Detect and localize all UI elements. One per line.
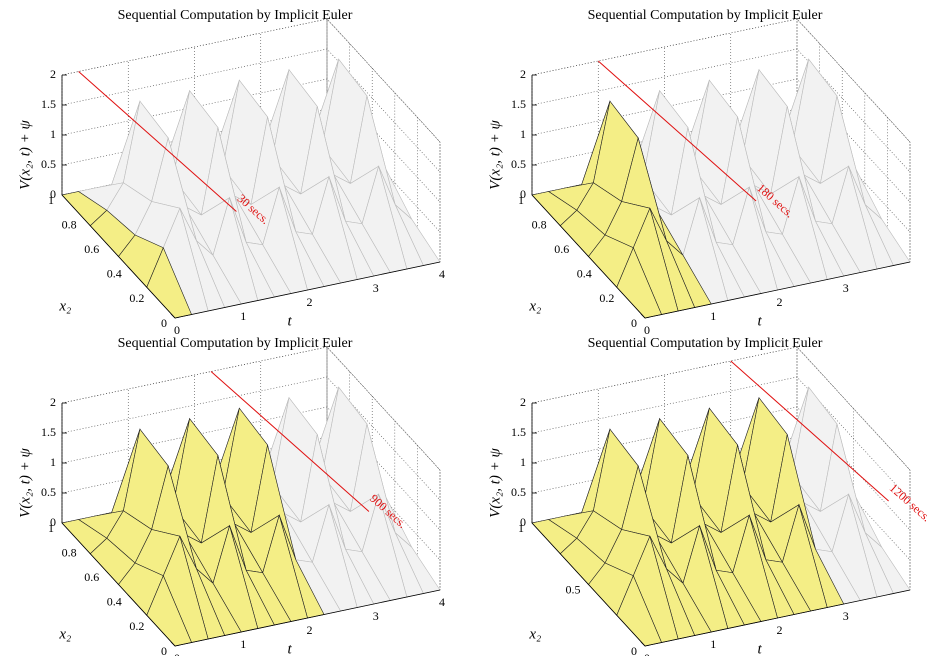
y-axis-label: x₂ <box>528 298 541 314</box>
progress-marker <box>210 371 370 512</box>
y-tick-label: 0 <box>161 644 167 656</box>
y-tick-label: 0.2 <box>599 291 614 305</box>
z-axis-label: V(x₂, t) + ψ <box>17 448 33 518</box>
box-edge <box>326 346 441 471</box>
box-edge <box>326 18 441 143</box>
z-tick-label: 1 <box>50 455 56 469</box>
x-axis-label: t <box>758 641 763 656</box>
y-tick-label: 1 <box>518 193 524 207</box>
axis-line <box>61 522 176 647</box>
axis-line <box>644 589 911 647</box>
y-tick-label: 0 <box>631 644 637 656</box>
z-tick-label: 1.5 <box>41 425 56 439</box>
chart-title: Sequential Computation by Implicit Euler <box>118 8 353 23</box>
y-tick-label: 0.6 <box>554 242 569 256</box>
z-tick-label: 0.5 <box>511 157 526 171</box>
x-tick-label: 3 <box>843 281 849 295</box>
surface-chart: Sequential Computation by Implicit Euler… <box>487 8 911 337</box>
y-axis-label: x₂ <box>58 298 71 314</box>
x-tick-label: 2 <box>307 623 313 637</box>
surface-chart: Sequential Computation by Implicit Euler… <box>17 8 445 337</box>
axis-line <box>644 261 911 319</box>
z-tick-label: 0.5 <box>41 485 56 499</box>
x-tick-label: 0 <box>644 651 650 656</box>
y-tick-label: 0.4 <box>107 595 122 609</box>
axis-line <box>174 589 441 647</box>
z-tick-label: 0 <box>50 187 56 201</box>
x-tick-label: 2 <box>777 623 783 637</box>
x-axis-label: t <box>758 313 763 329</box>
y-axis-label: x₂ <box>528 626 541 642</box>
box-edge <box>796 18 911 143</box>
y-axis-label: x₂ <box>58 626 71 642</box>
z-tick-label: 2 <box>520 395 526 409</box>
chart-title: Sequential Computation by Implicit Euler <box>588 8 823 23</box>
surface-chart: Sequential Computation by Implicit Euler… <box>17 336 445 656</box>
y-tick-label: 0.8 <box>62 217 77 231</box>
axis-line <box>531 522 646 647</box>
y-tick-label: 0.8 <box>532 217 547 231</box>
z-tick-label: 0.5 <box>41 157 56 171</box>
z-tick-label: 1.5 <box>511 97 526 111</box>
y-tick-label: 0.4 <box>107 267 122 281</box>
x-tick-label: 1 <box>710 309 716 323</box>
x-tick-label: 0 <box>174 323 180 337</box>
z-axis-label: V(x₂, t) + ψ <box>17 120 33 190</box>
x-tick-label: 1 <box>240 637 246 651</box>
box-edge <box>796 346 911 471</box>
y-tick-label: 0.2 <box>129 291 144 305</box>
z-tick-label: 1 <box>520 127 526 141</box>
z-tick-label: 1.5 <box>511 425 526 439</box>
progress-marker <box>78 71 237 212</box>
z-tick-label: 0 <box>520 187 526 201</box>
chart-title: Sequential Computation by Implicit Euler <box>588 336 823 351</box>
z-tick-label: 2 <box>520 67 526 81</box>
y-tick-label: 0.6 <box>84 570 99 584</box>
x-tick-label: 3 <box>843 609 849 623</box>
z-tick-label: 1 <box>520 455 526 469</box>
z-axis-label: V(x₂, t) + ψ <box>487 448 503 518</box>
x-axis-label: t <box>288 313 293 329</box>
z-tick-label: 1.5 <box>41 97 56 111</box>
axis-line <box>61 194 176 319</box>
y-tick-label: 0.6 <box>84 242 99 256</box>
y-tick-label: 0.4 <box>577 267 592 281</box>
x-tick-label: 2 <box>307 295 313 309</box>
z-tick-label: 2 <box>50 395 56 409</box>
progress-marker <box>597 60 757 202</box>
y-tick-label: 0 <box>161 316 167 330</box>
x-tick-label: 3 <box>373 281 379 295</box>
z-tick-label: 0.5 <box>511 485 526 499</box>
y-tick-label: 0.8 <box>62 545 77 559</box>
z-tick-label: 1 <box>50 127 56 141</box>
z-tick-label: 0 <box>520 515 526 529</box>
y-tick-label: 1 <box>48 521 54 535</box>
x-tick-label: 3 <box>373 609 379 623</box>
y-tick-label: 1 <box>518 521 524 535</box>
y-tick-label: 1 <box>48 193 54 207</box>
x-tick-label: 1 <box>240 309 246 323</box>
axis-line <box>174 261 441 319</box>
y-tick-label: 0.2 <box>129 619 144 633</box>
axis-line <box>531 194 646 319</box>
x-tick-label: 4 <box>439 267 445 281</box>
y-tick-label: 0 <box>631 316 637 330</box>
chart-title: Sequential Computation by Implicit Euler <box>118 336 353 351</box>
x-tick-label: 1 <box>710 637 716 651</box>
z-axis-label: V(x₂, t) + ψ <box>487 120 503 190</box>
x-tick-label: 4 <box>439 595 445 609</box>
x-tick-label: 2 <box>777 295 783 309</box>
y-tick-label: 0.5 <box>566 582 581 596</box>
x-tick-label: 0 <box>174 651 180 656</box>
progress-marker <box>730 360 889 502</box>
x-axis-label: t <box>288 641 293 656</box>
x-tick-label: 0 <box>644 323 650 337</box>
z-tick-label: 0 <box>50 515 56 529</box>
surface-chart: Sequential Computation by Implicit Euler… <box>487 336 933 656</box>
z-tick-label: 2 <box>50 67 56 81</box>
